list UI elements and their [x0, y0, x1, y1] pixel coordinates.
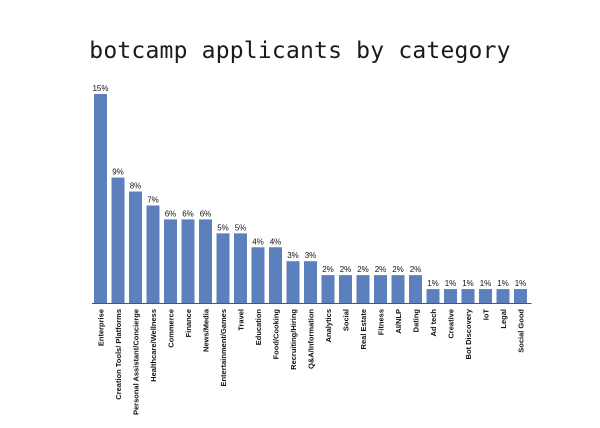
data-label: 6%: [165, 209, 177, 218]
category-tick-label: Entertainment/Games: [219, 309, 228, 387]
data-label: 2%: [410, 265, 422, 274]
category-tick-label: Ad tech: [429, 309, 438, 337]
data-label: 1%: [497, 279, 509, 288]
data-label: 1%: [427, 279, 439, 288]
category-tick-label: AI/NLP: [394, 309, 403, 334]
category-tick-label: Personal Assistant/Concierge: [132, 309, 141, 415]
bar: [94, 94, 107, 303]
chart-title: botcamp applicants by category: [89, 38, 511, 64]
bar: [234, 233, 247, 303]
bar: [251, 247, 265, 303]
bar: [391, 275, 405, 303]
data-label: 2%: [357, 265, 369, 274]
bar: [426, 289, 440, 303]
category-tick-label: Recruiting/Hiring: [289, 309, 298, 370]
bar: [216, 233, 230, 303]
category-tick-label: Healthcare/Wellness: [149, 309, 158, 382]
category-tick-label: Bot Discovery: [464, 308, 473, 359]
data-label: 1%: [515, 279, 527, 288]
category-tick-label: Enterprise: [97, 309, 106, 346]
data-label: 6%: [182, 209, 194, 218]
bar: [146, 205, 160, 303]
bar: [321, 275, 335, 303]
bar: [461, 289, 475, 303]
data-label: 5%: [217, 223, 229, 232]
category-tick-label: IoT: [482, 309, 491, 321]
category-tick-label: Social: [342, 309, 351, 331]
data-label: 4%: [270, 237, 282, 246]
data-label: 4%: [252, 237, 264, 246]
bar: [409, 275, 422, 303]
data-label: 2%: [375, 265, 387, 274]
bar: [129, 191, 142, 303]
category-tick-label: Legal: [499, 309, 508, 329]
bar: [444, 289, 457, 303]
bar: [479, 289, 492, 303]
bar: [269, 247, 282, 303]
data-label: 7%: [147, 195, 159, 204]
bar: [111, 177, 125, 303]
bar: [181, 219, 195, 303]
bar: [356, 275, 370, 303]
data-label: 6%: [200, 209, 212, 218]
data-label: 9%: [112, 168, 124, 177]
data-label: 2%: [322, 265, 334, 274]
bar: [199, 219, 212, 303]
category-tick-label: Travel: [237, 309, 246, 331]
category-tick-label: Social Good: [517, 309, 526, 353]
bar: [339, 275, 352, 303]
bar: [304, 261, 317, 303]
bar: [164, 219, 177, 303]
category-tick-label: Creative: [447, 309, 456, 339]
category-tick-label: News/Media: [202, 308, 211, 352]
category-tick-label: Creation Tools/ Platforms: [114, 309, 123, 400]
data-label: 1%: [445, 279, 457, 288]
data-label: 2%: [392, 265, 404, 274]
bar: [514, 289, 527, 303]
data-label: 15%: [92, 84, 108, 93]
data-label: 3%: [305, 251, 317, 260]
data-label: 8%: [130, 182, 142, 191]
data-label: 5%: [235, 223, 247, 232]
category-tick-label: Commerce: [167, 309, 176, 348]
category-tick-label: Real Estate: [359, 309, 368, 349]
data-label: 1%: [462, 279, 474, 288]
bar: [374, 275, 387, 303]
category-tick-label: Education: [254, 309, 263, 346]
bar: [496, 289, 510, 303]
category-tick-label: Q&A/Information: [307, 309, 316, 369]
category-tick-label: Dating: [412, 309, 421, 333]
category-tick-label: Fitness: [377, 309, 386, 335]
bar: [286, 261, 300, 303]
data-label: 1%: [480, 279, 492, 288]
data-label: 2%: [340, 265, 352, 274]
data-label: 3%: [287, 251, 299, 260]
category-tick-label: Analytics: [324, 309, 333, 342]
category-tick-label: Food/Cooking: [272, 309, 281, 360]
category-tick-label: Finance: [184, 309, 193, 337]
